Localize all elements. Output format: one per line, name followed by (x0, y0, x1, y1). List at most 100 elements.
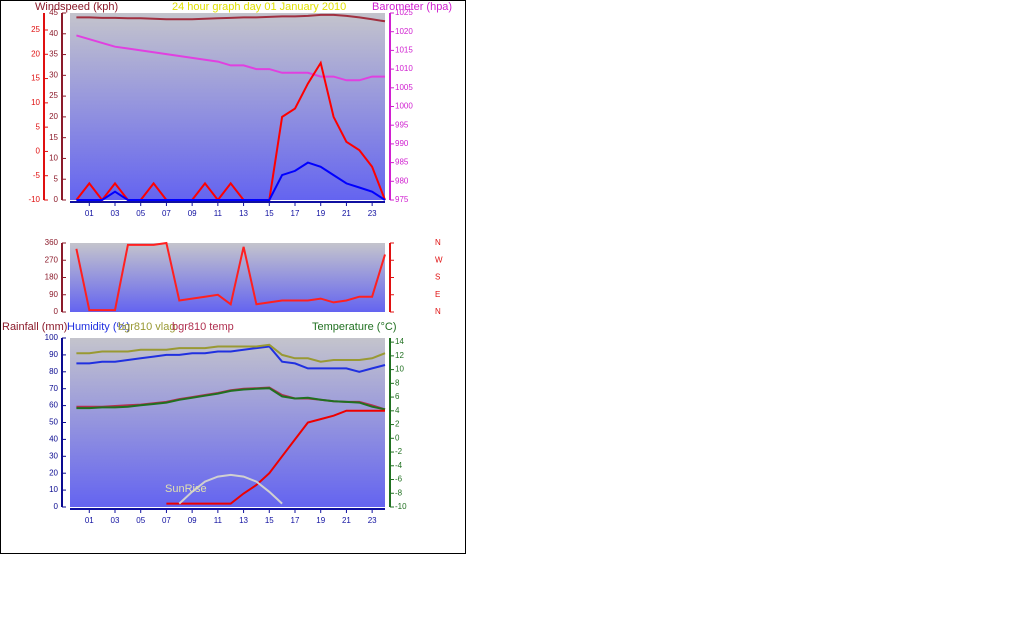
series-line (76, 161, 386, 201)
y-tick-label: 60 (49, 401, 58, 410)
y3-tick-label: 0 (36, 147, 41, 156)
y2-tick-label: 1015 (395, 46, 413, 55)
y3-tick-label: 15 (31, 74, 40, 83)
y-tick-label: 20 (49, 468, 58, 477)
y2-tick-label: 1020 (395, 27, 413, 36)
plot-area (70, 338, 385, 507)
x-tick-label: 15 (265, 516, 274, 525)
y2-tick-label: 8 (395, 378, 400, 387)
y2-tick-label: 2 (395, 420, 400, 429)
y2-tick-label: 990 (395, 139, 409, 148)
series-line (76, 345, 386, 373)
y-tick-label: 100 (45, 333, 59, 342)
y2-tick-label: 14 (395, 337, 404, 346)
legend-label: bgr810 vlag (118, 321, 176, 333)
y-tick-label: 30 (49, 451, 58, 460)
series-line (76, 343, 386, 363)
x-tick-label: 21 (342, 516, 351, 525)
y-tick-label: 90 (49, 350, 58, 359)
y2-tick-label: 1000 (395, 102, 413, 111)
y2-tick-label: 6 (395, 392, 400, 401)
title: 24 hour graph day 01 January 2010 (172, 1, 346, 13)
y2-tick-label: N (435, 238, 441, 247)
x-tick-label: 15 (265, 209, 274, 218)
y2-tick-label: -4 (395, 461, 403, 470)
plot-area (70, 13, 385, 200)
series-line (75, 241, 386, 312)
x-tick-label: 03 (111, 209, 120, 218)
y2-tick-label: N (435, 307, 441, 316)
y-tick-label: 80 (49, 367, 58, 376)
y-tick-label: 25 (49, 91, 58, 100)
y2-tick-label: -2 (395, 447, 403, 456)
y-tick-label: 30 (49, 70, 58, 79)
y-tick-label: 10 (49, 485, 58, 494)
y2-tick-label: 12 (395, 351, 404, 360)
y2-tick-label: 1005 (395, 83, 413, 92)
x-tick-label: 21 (342, 209, 351, 218)
y-label: Windspeed (kph) (35, 1, 118, 13)
x-tick-label: 17 (291, 516, 300, 525)
series-line (178, 473, 283, 505)
y-tick-label: 0 (54, 195, 59, 204)
plot-area (70, 243, 385, 312)
legend-label: bgr810 temp (172, 321, 234, 333)
y-tick-label: 70 (49, 384, 58, 393)
x-tick-label: 01 (85, 209, 94, 218)
y-tick-label: 35 (49, 50, 58, 59)
x-tick-label: 01 (85, 516, 94, 525)
y-tick-label: 270 (45, 255, 59, 264)
y2-tick-label: 975 (395, 195, 409, 204)
y3-tick-label: -10 (28, 195, 40, 204)
y3-tick-label: 20 (31, 49, 40, 58)
y2-tick-label: -10 (395, 502, 407, 511)
y2-tick-label: 980 (395, 176, 409, 185)
y2-tick-label: 0 (395, 433, 400, 442)
y2-tick-label: -8 (395, 488, 403, 497)
y-tick-label: 90 (49, 290, 58, 299)
y-tick-label: 0 (54, 307, 59, 316)
x-tick-label: 03 (111, 516, 120, 525)
series-line (76, 387, 386, 411)
y-tick-label: 360 (45, 238, 59, 247)
y2-tick-label: 1025 (395, 8, 413, 17)
x-tick-label: 11 (214, 516, 223, 525)
y-tick-label: 15 (49, 133, 58, 142)
y2-tick-label: 995 (395, 120, 409, 129)
x-tick-label: 09 (188, 516, 197, 525)
y2-tick-label: E (435, 290, 440, 299)
y2-tick-label: -6 (395, 475, 403, 484)
y2-tick-label: S (435, 273, 440, 282)
y2-tick-label: 4 (395, 406, 400, 415)
y3-tick-label: 5 (36, 122, 41, 131)
x-tick-label: 09 (188, 209, 197, 218)
series-line (76, 13, 386, 23)
x-tick-label: 17 (291, 209, 300, 218)
x-tick-label: 19 (316, 209, 325, 218)
x-tick-label: 05 (136, 516, 145, 525)
y2-tick-label: 10 (395, 365, 404, 374)
x-tick-label: 13 (239, 516, 248, 525)
x-tick-label: 07 (162, 209, 171, 218)
y-tick-label: 40 (49, 29, 58, 38)
x-tick-label: 19 (316, 516, 325, 525)
legend-label: Temperature (°C) (312, 321, 396, 333)
x-tick-label: 23 (368, 516, 377, 525)
annotation: SunRise (165, 483, 207, 495)
y-tick-label: 45 (49, 8, 58, 17)
y-tick-label: 5 (54, 174, 59, 183)
y2-tick-label: W (435, 255, 443, 264)
y-tick-label: 10 (49, 154, 58, 163)
series-line (166, 409, 385, 505)
x-tick-label: 23 (368, 209, 377, 218)
y-tick-label: 0 (54, 502, 59, 511)
x-tick-label: 11 (214, 209, 223, 218)
y-tick-label: 50 (49, 418, 58, 427)
y-label: Rainfall (mm) (2, 321, 67, 333)
y-tick-label: 20 (49, 112, 58, 121)
y2-label: Barometer (hpa) (372, 1, 452, 13)
y2-tick-label: 1010 (395, 64, 413, 73)
y-tick-label: 40 (49, 435, 58, 444)
y3-tick-label: 10 (31, 98, 40, 107)
